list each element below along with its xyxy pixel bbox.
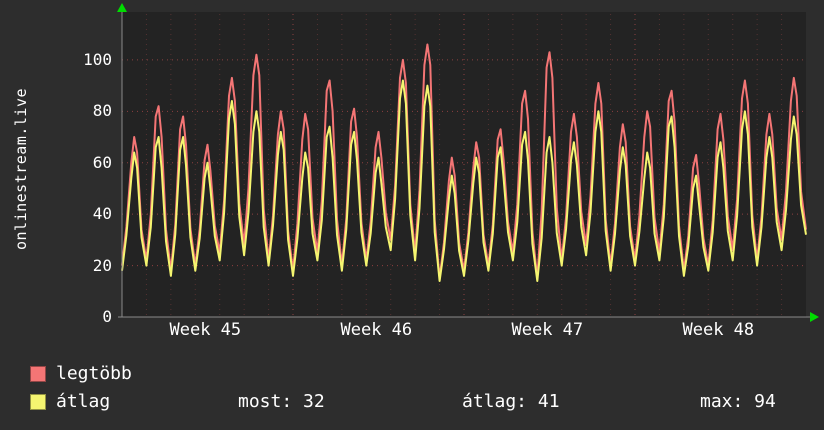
stat-most: most: 32 — [238, 391, 325, 412]
legend-swatch-legtobb — [30, 365, 46, 382]
week-label: Week 46 — [340, 320, 413, 340]
y-tick-label: 20 — [92, 255, 112, 275]
y-tick-label: 60 — [92, 152, 112, 172]
legend-label-atlag: átlag — [56, 391, 111, 412]
y-tick-label: 0 — [102, 307, 112, 326]
series-line-atlag — [121, 79, 807, 282]
x-axis-arrow-icon — [810, 312, 819, 322]
week-label: Week 48 — [682, 320, 755, 340]
y-tick-label: 100 — [83, 49, 112, 69]
legend-label-legtobb: legtöbb — [56, 363, 132, 384]
week-label: Week 47 — [511, 320, 584, 340]
stat-atlag: átlag: 41 — [462, 391, 560, 412]
y-axis-arrow-icon — [117, 3, 127, 12]
week-label: Week 45 — [169, 320, 242, 340]
legend-row-atlag: átlag — [30, 391, 110, 412]
legend-swatch-atlag — [30, 393, 46, 410]
y-tick-label: 40 — [92, 204, 112, 224]
y-tick-label: 80 — [92, 101, 112, 121]
legend-row-legtobb: legtöbb — [30, 363, 132, 384]
y-axis-title: onlinestream.live — [12, 87, 30, 251]
stat-max: max: 94 — [700, 391, 776, 412]
